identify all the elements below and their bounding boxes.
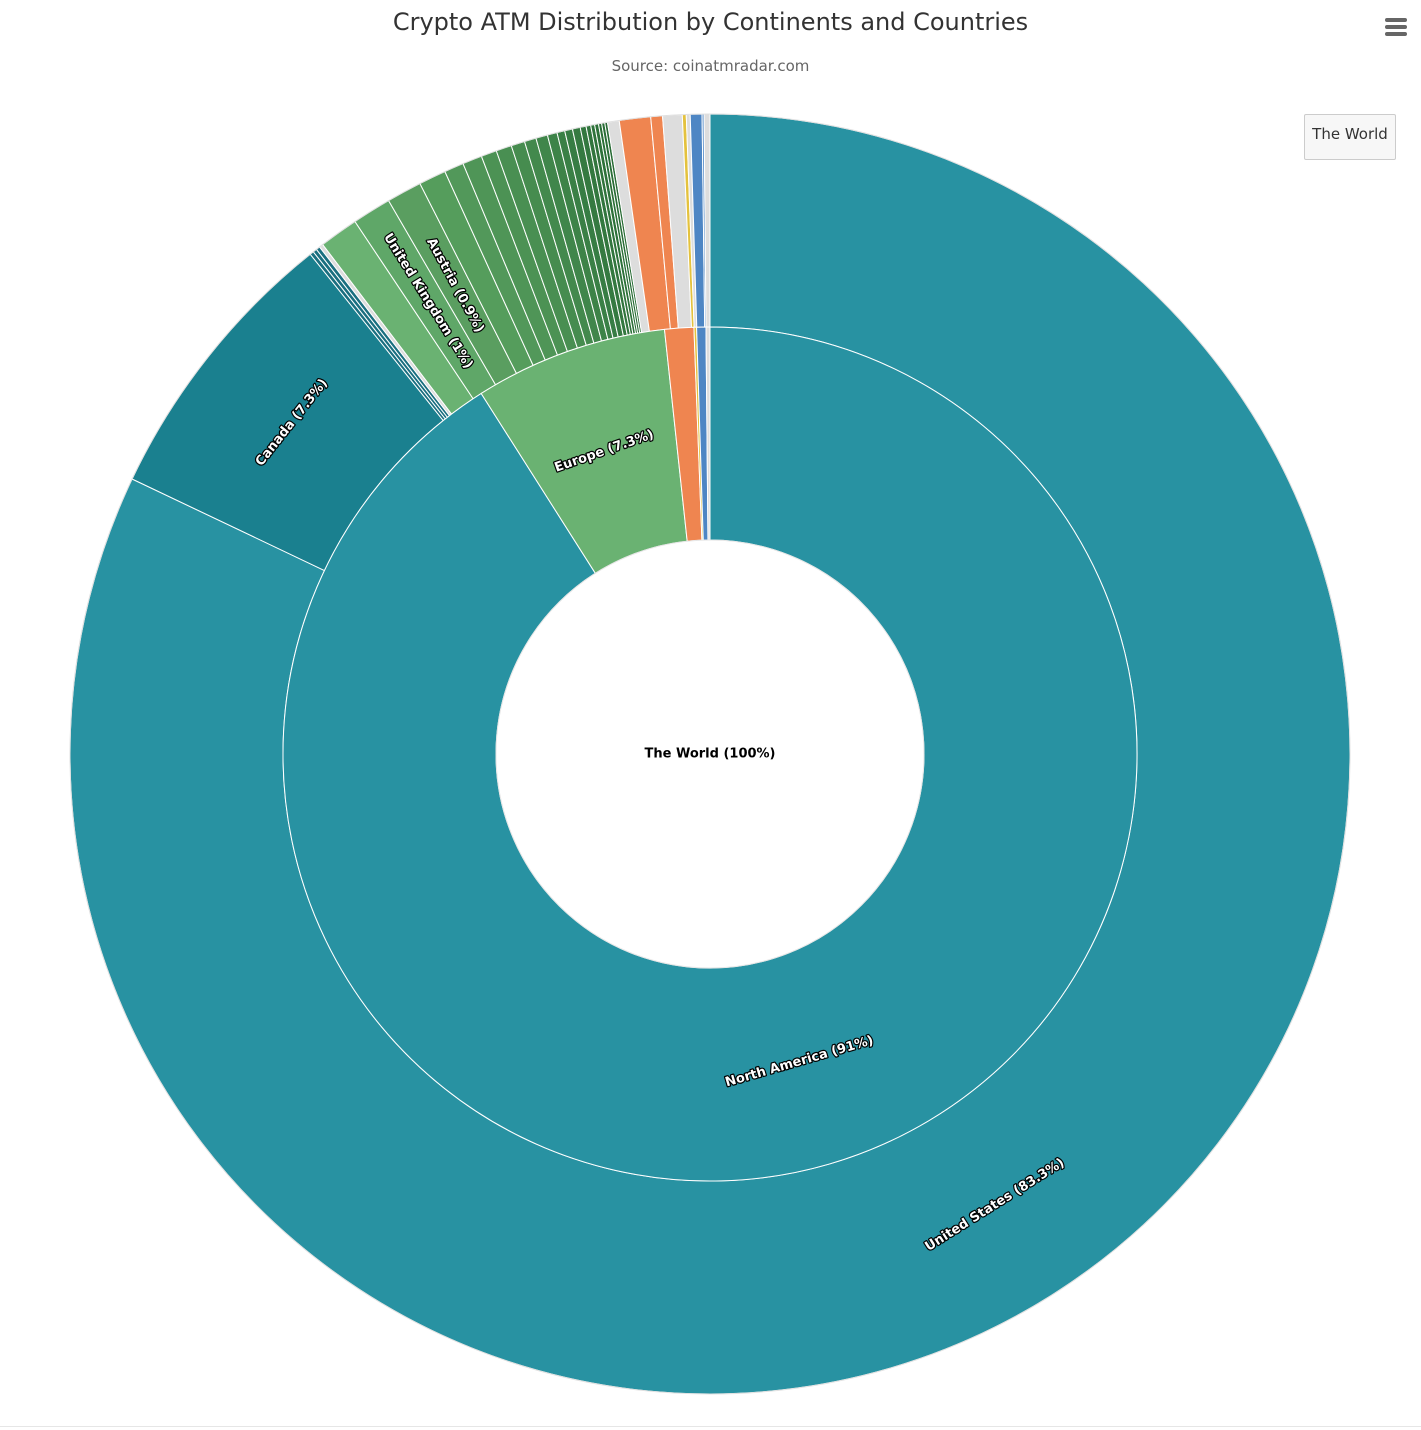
breadcrumb-button-the-world[interactable]: The World	[1304, 114, 1396, 160]
root-label: The World (100%)	[644, 747, 775, 762]
continents-ring	[282, 326, 1138, 1182]
chart-title: Crypto ATM Distribution by Continents an…	[392, 8, 1029, 36]
hamburger-menu-icon[interactable]	[1385, 18, 1409, 40]
menu-bar-top	[1385, 18, 1407, 22]
menu-bar-middle	[1385, 25, 1407, 29]
chart-subtitle: Source: coinatmradar.com	[611, 57, 810, 75]
menu-bar-bottom	[1385, 32, 1407, 36]
root-circle	[495, 539, 925, 969]
bottom-divider	[0, 1426, 1421, 1427]
outer-border	[69, 113, 1351, 1395]
countries-ring	[69, 113, 1351, 1395]
root-segment[interactable]	[495, 539, 925, 969]
